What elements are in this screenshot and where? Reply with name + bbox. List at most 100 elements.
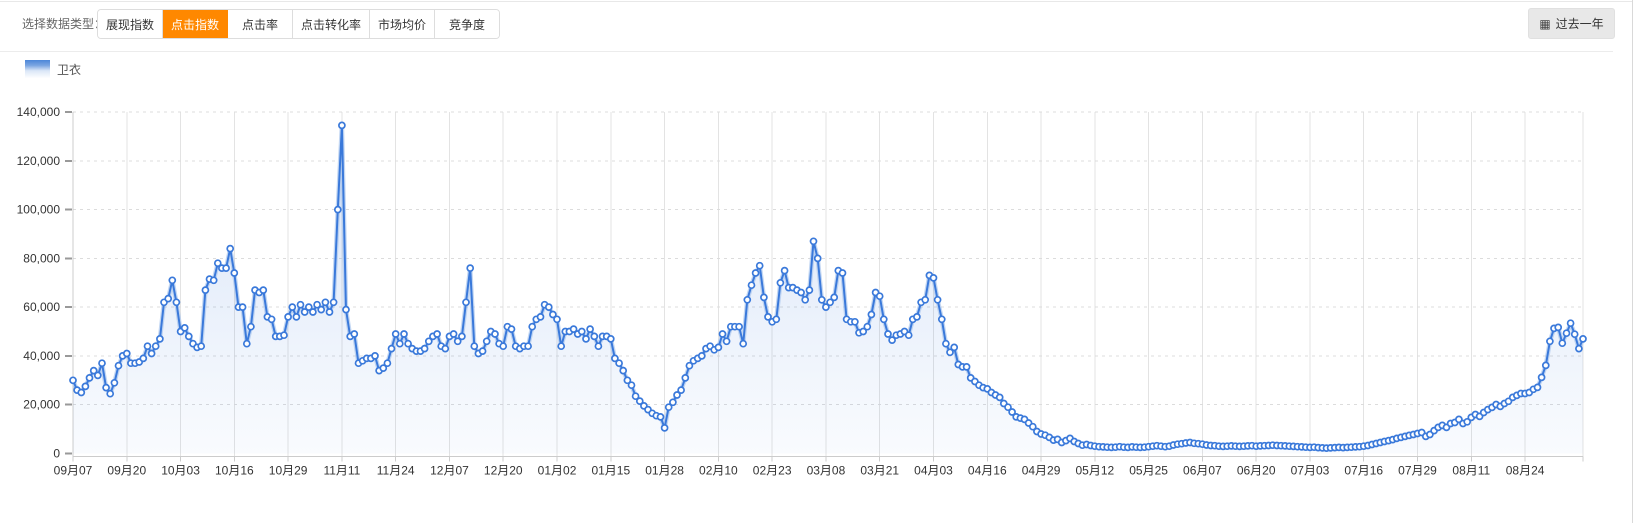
data-point-marker[interactable] xyxy=(797,288,805,297)
data-point-marker[interactable] xyxy=(1546,337,1554,346)
data-point-marker[interactable] xyxy=(387,344,396,353)
data-point-marker[interactable] xyxy=(453,337,462,346)
data-point-marker[interactable] xyxy=(611,354,619,363)
data-point-marker[interactable] xyxy=(685,361,694,370)
data-point-marker[interactable] xyxy=(317,305,326,314)
data-point-marker[interactable] xyxy=(747,281,756,290)
data-point-marker[interactable] xyxy=(209,276,218,285)
data-point-marker[interactable] xyxy=(760,293,768,302)
data-point-marker[interactable] xyxy=(458,332,466,341)
data-point-marker[interactable] xyxy=(718,330,727,338)
data-point-marker[interactable] xyxy=(536,313,545,321)
data-point-marker[interactable] xyxy=(433,330,441,338)
data-point-marker[interactable] xyxy=(226,244,235,253)
data-point-marker[interactable] xyxy=(304,303,313,311)
data-point-marker[interactable] xyxy=(449,330,458,338)
data-point-marker[interactable] xyxy=(623,376,632,385)
data-point-marker[interactable] xyxy=(321,298,330,307)
data-point-marker[interactable] xyxy=(342,305,350,314)
data-point-marker[interactable] xyxy=(937,315,946,324)
data-point-marker[interactable] xyxy=(329,298,338,307)
data-point-marker[interactable] xyxy=(524,342,532,351)
data-point-marker[interactable] xyxy=(201,286,210,294)
data-point-marker[interactable] xyxy=(139,354,148,363)
data-point-marker[interactable] xyxy=(875,292,884,301)
data-point-marker[interactable] xyxy=(801,295,810,304)
data-point-marker[interactable] xyxy=(424,337,433,346)
data-point-marker[interactable] xyxy=(462,298,470,307)
data-point-marker[interactable] xyxy=(1008,408,1016,416)
data-point-marker[interactable] xyxy=(267,315,276,324)
data-point-marker[interactable] xyxy=(172,298,181,307)
data-point-marker[interactable] xyxy=(586,325,594,333)
data-point-marker[interactable] xyxy=(383,359,392,368)
data-point-marker[interactable] xyxy=(772,315,781,324)
data-point-marker[interactable] xyxy=(950,343,959,352)
data-point-marker[interactable] xyxy=(722,337,731,346)
data-point-marker[interactable] xyxy=(491,330,499,338)
data-point-marker[interactable] xyxy=(122,349,131,358)
data-point-marker[interactable] xyxy=(755,261,764,270)
data-point-marker[interactable] xyxy=(156,335,164,343)
data-point-marker[interactable] xyxy=(296,300,305,309)
data-point-marker[interactable] xyxy=(1028,422,1037,431)
data-point-marker[interactable] xyxy=(1566,319,1575,328)
data-point-marker[interactable] xyxy=(714,343,723,352)
data-point-marker[interactable] xyxy=(673,391,681,399)
data-point-marker[interactable] xyxy=(929,274,938,282)
tab-click-rate[interactable]: 点击率 xyxy=(228,10,294,38)
data-point-marker[interactable] xyxy=(942,339,950,348)
data-point-marker[interactable] xyxy=(528,322,537,331)
data-point-marker[interactable] xyxy=(606,335,615,343)
data-point-marker[interactable] xyxy=(333,205,342,214)
data-point-marker[interactable] xyxy=(553,315,561,324)
data-point-marker[interactable] xyxy=(735,322,743,331)
data-point-marker[interactable] xyxy=(466,264,475,272)
data-point-marker[interactable] xyxy=(222,264,230,272)
data-point-marker[interactable] xyxy=(888,336,896,344)
data-point-marker[interactable] xyxy=(838,269,847,277)
data-point-marker[interactable] xyxy=(879,315,888,324)
data-point-marker[interactable] xyxy=(697,352,706,360)
data-point-marker[interactable] xyxy=(851,317,859,326)
data-point-marker[interactable] xyxy=(106,389,115,398)
data-point-marker[interactable] xyxy=(114,361,123,370)
data-point-marker[interactable] xyxy=(677,386,685,394)
data-point-marker[interactable] xyxy=(292,313,301,321)
data-point-marker[interactable] xyxy=(627,381,636,390)
data-point-marker[interactable] xyxy=(259,286,268,294)
data-point-marker[interactable] xyxy=(1541,361,1550,370)
tab-click-index[interactable]: 点击指数 xyxy=(163,10,229,38)
data-point-marker[interactable] xyxy=(1004,403,1012,412)
data-point-marker[interactable] xyxy=(1579,335,1587,343)
data-point-marker[interactable] xyxy=(664,403,673,412)
data-point-marker[interactable] xyxy=(859,327,868,336)
data-point-marker[interactable] xyxy=(1533,383,1542,392)
data-point-marker[interactable] xyxy=(913,313,921,321)
data-point-marker[interactable] xyxy=(817,295,826,304)
data-point-marker[interactable] xyxy=(1537,373,1546,382)
data-point-marker[interactable] xyxy=(904,331,913,340)
data-point-marker[interactable] xyxy=(230,269,239,277)
data-point-marker[interactable] xyxy=(77,388,86,397)
data-point-marker[interactable] xyxy=(1575,344,1583,353)
data-point-marker[interactable] xyxy=(921,295,930,304)
data-point-marker[interactable] xyxy=(280,331,288,340)
past-year-button[interactable]: ▦ 过去一年 xyxy=(1528,8,1615,39)
data-point-marker[interactable] xyxy=(619,366,628,375)
data-point-marker[interactable] xyxy=(577,327,586,336)
data-point-marker[interactable] xyxy=(143,342,152,351)
data-point-marker[interactable] xyxy=(325,308,334,316)
data-point-marker[interactable] xyxy=(242,339,251,348)
data-point-marker[interactable] xyxy=(739,339,748,348)
data-point-marker[interactable] xyxy=(470,342,479,351)
data-point-marker[interactable] xyxy=(98,359,106,368)
data-point-marker[interactable] xyxy=(830,293,839,302)
data-point-marker[interactable] xyxy=(313,300,321,309)
data-point-marker[interactable] xyxy=(743,295,752,304)
data-point-marker[interactable] xyxy=(615,359,623,368)
data-point-marker[interactable] xyxy=(213,259,222,268)
data-point-marker[interactable] xyxy=(350,330,359,338)
data-point-marker[interactable] xyxy=(669,398,677,407)
data-point-marker[interactable] xyxy=(751,269,760,277)
